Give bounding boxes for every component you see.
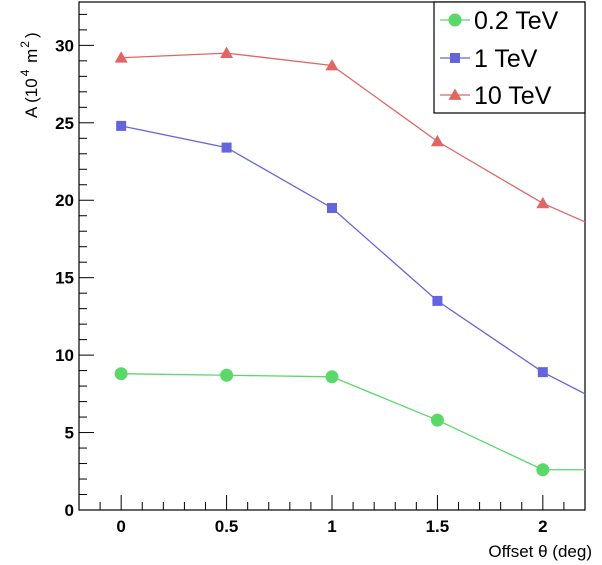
data-point — [325, 370, 339, 384]
y-tick-label: 15 — [55, 269, 74, 288]
y-axis-title: A (10 4 m2) — [18, 32, 41, 118]
x-tick-label: 0 — [116, 517, 125, 536]
y-tick-label: 5 — [65, 424, 74, 443]
y-axis-title-end: ) — [22, 32, 41, 38]
data-point — [327, 202, 337, 213]
data-point — [114, 367, 128, 381]
series-line — [121, 125, 586, 395]
data-point — [220, 368, 234, 382]
data-point — [536, 196, 550, 209]
x-tick-label: 1.5 — [426, 517, 450, 536]
y-axis-title-mid: m — [22, 49, 41, 68]
y-tick-label: 10 — [55, 346, 74, 365]
data-point — [221, 142, 232, 153]
data-point — [116, 120, 127, 131]
y-axis-title-sup1: 4 — [18, 69, 32, 76]
y-tick-label: 0 — [65, 501, 74, 520]
data-point — [430, 413, 444, 427]
y-tick-label: 30 — [55, 36, 74, 55]
x-tick-label: 2 — [538, 517, 547, 536]
series-layer — [114, 46, 586, 477]
data-point — [537, 367, 548, 378]
x-tick-label: 0.5 — [215, 517, 239, 536]
legend-label: 0.2 TeV — [474, 7, 559, 35]
legend-items: 0.2 TeV 1 TeV 10 TeV — [440, 7, 559, 110]
y-tick-label: 25 — [55, 114, 74, 133]
data-point — [325, 59, 339, 71]
data-point — [430, 134, 444, 147]
legend-label: 1 TeV — [474, 45, 538, 73]
legend-marker — [448, 88, 462, 100]
legend-marker — [450, 53, 460, 63]
data-point — [220, 46, 234, 58]
series-line — [121, 373, 585, 471]
data-point — [114, 51, 128, 63]
y-axis-title-main: A (10 — [22, 78, 41, 118]
data-point — [432, 295, 443, 306]
legend-label: 10 TeV — [474, 82, 552, 110]
data-point — [536, 463, 550, 477]
y-axis-title-sup2: 2 — [18, 41, 32, 48]
y-tick-label: 20 — [55, 191, 74, 210]
x-axis-title: Offset θ (deg) — [488, 542, 592, 561]
legend-marker — [448, 13, 462, 27]
axes: 0 5 10 15 20 25 30 0 0.5 1 1.5 2 — [55, 13, 586, 536]
x-tick-label: 1 — [327, 517, 336, 536]
series-line — [121, 52, 586, 223]
legend: 0.2 TeV 1 TeV 10 TeV — [433, 1, 586, 114]
